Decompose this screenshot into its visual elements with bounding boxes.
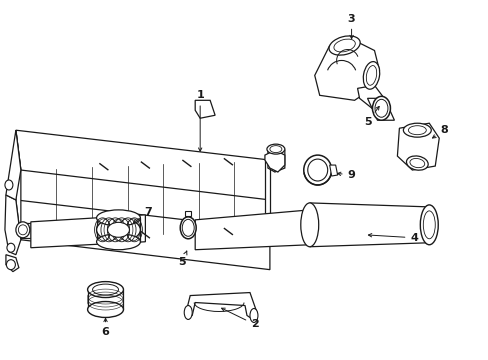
Ellipse shape bbox=[16, 222, 30, 238]
Ellipse shape bbox=[249, 309, 258, 323]
Ellipse shape bbox=[180, 217, 196, 239]
Polygon shape bbox=[87, 289, 123, 310]
Polygon shape bbox=[309, 203, 428, 247]
Polygon shape bbox=[16, 223, 31, 238]
Text: 5: 5 bbox=[178, 251, 186, 267]
Ellipse shape bbox=[420, 205, 437, 245]
Polygon shape bbox=[6, 130, 21, 200]
Ellipse shape bbox=[96, 210, 140, 226]
Text: 4: 4 bbox=[367, 233, 417, 243]
Ellipse shape bbox=[403, 123, 430, 137]
Ellipse shape bbox=[406, 156, 427, 170]
Text: 6: 6 bbox=[102, 318, 109, 337]
Polygon shape bbox=[264, 150, 285, 172]
Ellipse shape bbox=[363, 62, 379, 89]
Text: 7: 7 bbox=[133, 207, 152, 222]
Polygon shape bbox=[267, 145, 285, 172]
Text: 8: 8 bbox=[431, 125, 447, 138]
Ellipse shape bbox=[182, 219, 194, 236]
Text: 2: 2 bbox=[221, 308, 258, 329]
Polygon shape bbox=[195, 100, 215, 118]
Polygon shape bbox=[185, 211, 191, 216]
Text: 3: 3 bbox=[347, 14, 355, 39]
Ellipse shape bbox=[107, 222, 129, 237]
Polygon shape bbox=[185, 293, 256, 319]
Polygon shape bbox=[5, 195, 21, 255]
Polygon shape bbox=[357, 85, 388, 110]
Polygon shape bbox=[16, 130, 269, 200]
Text: 5: 5 bbox=[363, 107, 378, 127]
Polygon shape bbox=[329, 165, 337, 176]
Ellipse shape bbox=[6, 260, 15, 270]
Ellipse shape bbox=[307, 159, 327, 181]
Text: 9: 9 bbox=[337, 170, 355, 180]
Polygon shape bbox=[16, 200, 269, 270]
Polygon shape bbox=[195, 210, 309, 250]
Ellipse shape bbox=[96, 218, 140, 242]
Polygon shape bbox=[397, 123, 438, 170]
Ellipse shape bbox=[87, 282, 123, 298]
Ellipse shape bbox=[372, 96, 389, 120]
Ellipse shape bbox=[300, 203, 318, 247]
Text: 1: 1 bbox=[196, 90, 203, 151]
Polygon shape bbox=[31, 215, 145, 248]
Ellipse shape bbox=[184, 306, 192, 319]
Ellipse shape bbox=[5, 180, 13, 190]
Ellipse shape bbox=[87, 302, 123, 318]
Polygon shape bbox=[367, 98, 394, 120]
Polygon shape bbox=[96, 218, 140, 242]
Polygon shape bbox=[264, 160, 269, 230]
Ellipse shape bbox=[303, 155, 331, 185]
Ellipse shape bbox=[7, 243, 15, 252]
Ellipse shape bbox=[328, 36, 360, 55]
Ellipse shape bbox=[266, 144, 285, 154]
Polygon shape bbox=[16, 130, 21, 240]
Polygon shape bbox=[6, 255, 19, 272]
Ellipse shape bbox=[96, 234, 140, 250]
Polygon shape bbox=[314, 41, 379, 100]
